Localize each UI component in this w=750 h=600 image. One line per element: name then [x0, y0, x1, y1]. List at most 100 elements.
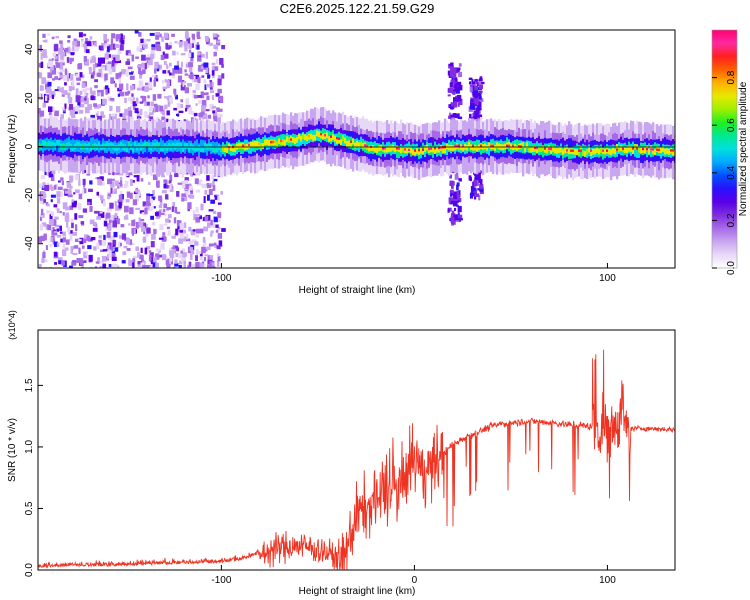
spectrogram-cell: [199, 253, 203, 257]
spectrogram-cell: [168, 180, 172, 184]
spectrogram-cell: [125, 180, 129, 187]
spectrogram-cell: [452, 145, 455, 152]
spectrogram-cell: [107, 44, 113, 51]
spectrogram-cell: [69, 265, 73, 268]
spectrogram-cell: [70, 230, 73, 234]
spectrogram-cell: [54, 55, 58, 60]
spectrogram-cell: [151, 75, 156, 78]
spectrogram-cell: [124, 205, 129, 213]
spectrogram-cell: [534, 146, 537, 149]
spectrogram-cell: [172, 50, 176, 56]
spectrogram-cell: [59, 211, 62, 214]
spectrogram-cell: [430, 147, 433, 150]
spectrogram-cell: [53, 229, 57, 232]
spectrogram-cell: [180, 61, 183, 68]
spectrogram-cell: [84, 41, 88, 45]
spectrogram-cell: [85, 87, 90, 91]
spectrogram-cell: [472, 187, 476, 191]
spectrogram-cell: [174, 206, 178, 214]
spectrogram-cell: [121, 233, 127, 240]
spectrogram-cell: [300, 135, 303, 142]
spectrogram-cell: [478, 194, 481, 201]
spectrogram-cell: [432, 146, 435, 153]
spectrogram-cell: [550, 147, 553, 151]
spectrogram-cell: [455, 95, 459, 101]
spectrogram-cell: [40, 175, 46, 179]
spectrogram-cell: [213, 113, 218, 120]
spectrogram-cell: [67, 92, 71, 99]
spectrogram-cell: [96, 72, 102, 77]
spectrogram-cell: [73, 245, 79, 249]
spectrogram-cell: [119, 71, 122, 76]
spectrogram-cell: [149, 77, 152, 84]
spectrogram-cell: [594, 148, 597, 155]
spectrogram-cell: [110, 77, 115, 84]
spectrogram-cell: [456, 184, 459, 191]
spectrogram-cell: [161, 36, 164, 42]
spectrogram-cell: [154, 212, 159, 216]
spectrogram-cell: [129, 75, 135, 80]
spectrogram-cell: [422, 148, 425, 155]
spectrogram-cell: [135, 189, 140, 193]
spectrogram-cell: [103, 234, 106, 240]
spectrogram-cell: [127, 66, 133, 70]
spectrogram-cell: [87, 201, 91, 205]
spectrogram-cell: [196, 145, 199, 152]
x-tick-label: 100: [599, 273, 616, 284]
spectrogram-cell: [474, 98, 479, 105]
spectrogram-cell: [188, 43, 192, 49]
spectrogram-cell: [384, 146, 387, 153]
spectrogram-cell: [296, 136, 299, 143]
spectrogram-cell: [211, 174, 215, 180]
spectrogram-cell: [152, 142, 155, 149]
spectrogram-cell: [132, 258, 136, 263]
spectrogram-cell: [62, 249, 67, 257]
snr-xlabel: Height of straight line (km): [299, 586, 416, 597]
spectrogram-cell: [54, 251, 58, 257]
spectrogram-cell: [420, 147, 423, 154]
spectrogram-cell: [152, 94, 157, 101]
spectrogram-cell: [160, 138, 163, 151]
spectrogram-cell: [72, 232, 77, 236]
spectrogram-cell: [150, 241, 155, 248]
spectrogram-cell: [85, 92, 89, 96]
spectrogram-cell: [314, 134, 317, 141]
spectrogram-cell: [512, 144, 515, 151]
spectrogram-cell: [154, 68, 157, 74]
spectrogram-cell: [208, 209, 214, 212]
spectrogram-cell: [198, 64, 203, 72]
spectrogram-cell: [68, 85, 73, 92]
spectrogram-cell: [93, 246, 97, 251]
spectrogram-cell: [94, 222, 97, 226]
spectrogram-cell: [434, 147, 437, 150]
x-tick-label: -100: [211, 273, 231, 284]
spectrogram-cell: [63, 75, 67, 81]
spectrogram-cell: [174, 41, 178, 44]
spectrogram-cell: [102, 239, 106, 246]
spectrogram-cell: [632, 148, 635, 155]
spectrogram-cell: [44, 184, 50, 191]
spectrogram-cell: [97, 257, 101, 264]
spectrogram-cell: [634, 144, 637, 157]
spectrogram-cell: [175, 245, 179, 249]
spectrogram-cell: [477, 114, 482, 119]
spectrogram-cell: [42, 102, 46, 108]
spectrogram-cell: [664, 148, 667, 155]
spectrogram-cell: [196, 36, 201, 39]
spectrogram-cell: [396, 145, 399, 158]
spectrogram-cell: [458, 178, 462, 182]
spectrogram-cell: [189, 194, 195, 199]
spectrogram-cell: [186, 61, 190, 65]
spectrogram-cell: [180, 99, 184, 103]
spectrogram-cell: [178, 253, 183, 259]
spectrogram-cell: [518, 145, 521, 148]
spectrogram-cell: [70, 176, 73, 183]
spectrogram-cell: [184, 32, 189, 39]
spectrogram-cell: [50, 237, 54, 242]
spectrogram-cell: [89, 180, 93, 185]
spectrogram-cell: [478, 180, 483, 183]
spectrogram-cell: [217, 117, 221, 125]
spectrogram-cell: [451, 197, 454, 201]
spectrogram-cell: [161, 236, 166, 242]
spectrogram-cell: [140, 95, 145, 99]
